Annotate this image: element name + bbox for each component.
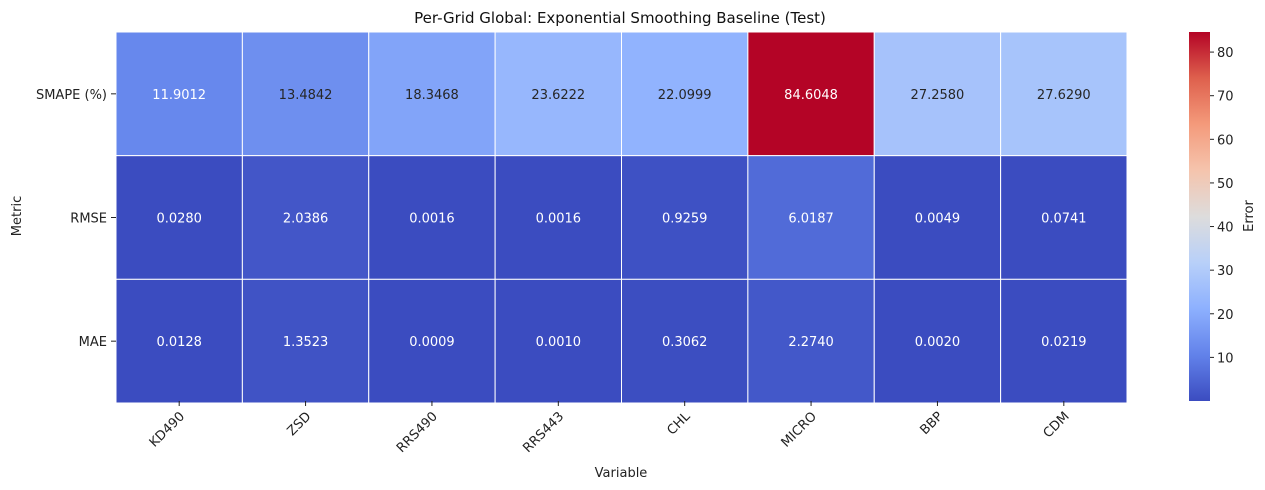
cell-value-label: 0.0016	[409, 212, 455, 227]
x-tick-label: ZSD	[285, 409, 315, 439]
colorbar-tick-label: 70	[1217, 90, 1234, 105]
y-tick-labels: SMAPE (%) RMSE MAE	[36, 88, 116, 350]
heatmap-cell	[1000, 278, 1128, 404]
cell-value-label: 0.0009	[409, 335, 455, 350]
y-tick-label: RMSE	[70, 212, 107, 227]
colorbar-tick-label: 80	[1217, 46, 1234, 61]
cell-value-label: 0.0741	[1041, 212, 1087, 227]
heatmap-cell	[368, 278, 496, 404]
heatmap-cell	[621, 155, 749, 280]
heatmap-cell	[747, 31, 875, 157]
heatmap-cell	[494, 155, 622, 280]
x-tick-label: CHL	[664, 409, 694, 439]
cell-value-label: 0.3062	[662, 335, 708, 350]
cell-value-label: 27.2580	[911, 88, 965, 103]
cell-value-label: 2.0386	[283, 212, 329, 227]
x-tick-labels: KD490 ZSD RRS490 RRS443 CHL MICRO BBP CDM	[147, 401, 1073, 456]
heatmap-cell	[1000, 31, 1128, 157]
cell-value-label: 1.3523	[283, 335, 329, 350]
cell-value-label: 27.6290	[1037, 88, 1091, 103]
heatmap-cell	[873, 278, 1002, 404]
cell-value-label: 0.0049	[915, 212, 961, 227]
heatmap-cell	[747, 278, 875, 404]
colorbar-tick-label: 20	[1217, 308, 1234, 323]
colorbar-tick-label: 30	[1217, 264, 1234, 279]
cell-value-label: 22.0999	[658, 88, 712, 103]
cell-value-label: 11.9012	[152, 88, 206, 103]
colorbar: 10 20 30 40 50 60 70 80	[1189, 32, 1234, 401]
x-axis-label: Variable	[595, 466, 648, 481]
cell-value-label: 0.9259	[662, 212, 708, 227]
heatmap-cell	[241, 278, 370, 404]
cell-value-label: 6.0187	[788, 212, 834, 227]
cell-value-label: 84.6048	[784, 88, 838, 103]
cell-value-label: 0.0020	[915, 335, 961, 350]
heatmap-cell	[368, 31, 496, 157]
heatmap-cell	[1000, 155, 1128, 280]
colorbar-tick-label: 60	[1217, 133, 1234, 148]
x-tick-label: MICRO	[779, 409, 820, 450]
y-axis-label: Metric	[10, 196, 25, 236]
heatmap-cell	[241, 31, 370, 157]
cell-value-label: 18.3468	[405, 88, 459, 103]
cell-value-label: 0.0280	[156, 212, 202, 227]
x-tick-label: KD490	[147, 409, 188, 450]
colorbar-tick-label: 40	[1217, 221, 1234, 236]
heatmap-cell	[621, 31, 749, 157]
heatmap-cell	[621, 278, 749, 404]
cell-value-label: 0.0016	[536, 212, 582, 227]
heatmap-cells: 11.9012 13.4842 18.3468 23.6222 22.0999 84.60…	[115, 31, 1128, 404]
x-tick-label: RRS443	[520, 409, 567, 456]
cell-value-label: 23.6222	[531, 88, 585, 103]
colorbar-tick-label: 10	[1217, 351, 1234, 366]
cell-value-label: 0.0010	[536, 335, 582, 350]
chart-title: Per-Grid Global: Exponential Smoothing B…	[414, 9, 826, 27]
y-tick-label: SMAPE (%)	[36, 88, 107, 103]
y-tick-label: MAE	[79, 335, 107, 350]
x-tick-label: BBP	[917, 409, 946, 438]
heatmap-cell	[494, 278, 622, 404]
cell-value-label: 0.0219	[1041, 335, 1087, 350]
cell-value-label: 13.4842	[279, 88, 333, 103]
heatmap-cell	[494, 31, 622, 157]
x-tick-label: RRS490	[394, 409, 441, 456]
heatmap-cell	[241, 155, 370, 280]
heatmap-cell	[747, 155, 875, 280]
heatmap-cell	[115, 278, 243, 404]
x-tick-label: CDM	[1041, 409, 1073, 441]
cell-value-label: 0.0128	[156, 335, 202, 350]
heatmap-cell	[115, 31, 243, 157]
heatmap-cell	[873, 155, 1002, 280]
colorbar-tick-label: 50	[1217, 177, 1234, 192]
cell-value-label: 2.2740	[788, 335, 834, 350]
colorbar-label: Error	[1242, 200, 1257, 232]
colorbar-gradient	[1189, 32, 1210, 401]
